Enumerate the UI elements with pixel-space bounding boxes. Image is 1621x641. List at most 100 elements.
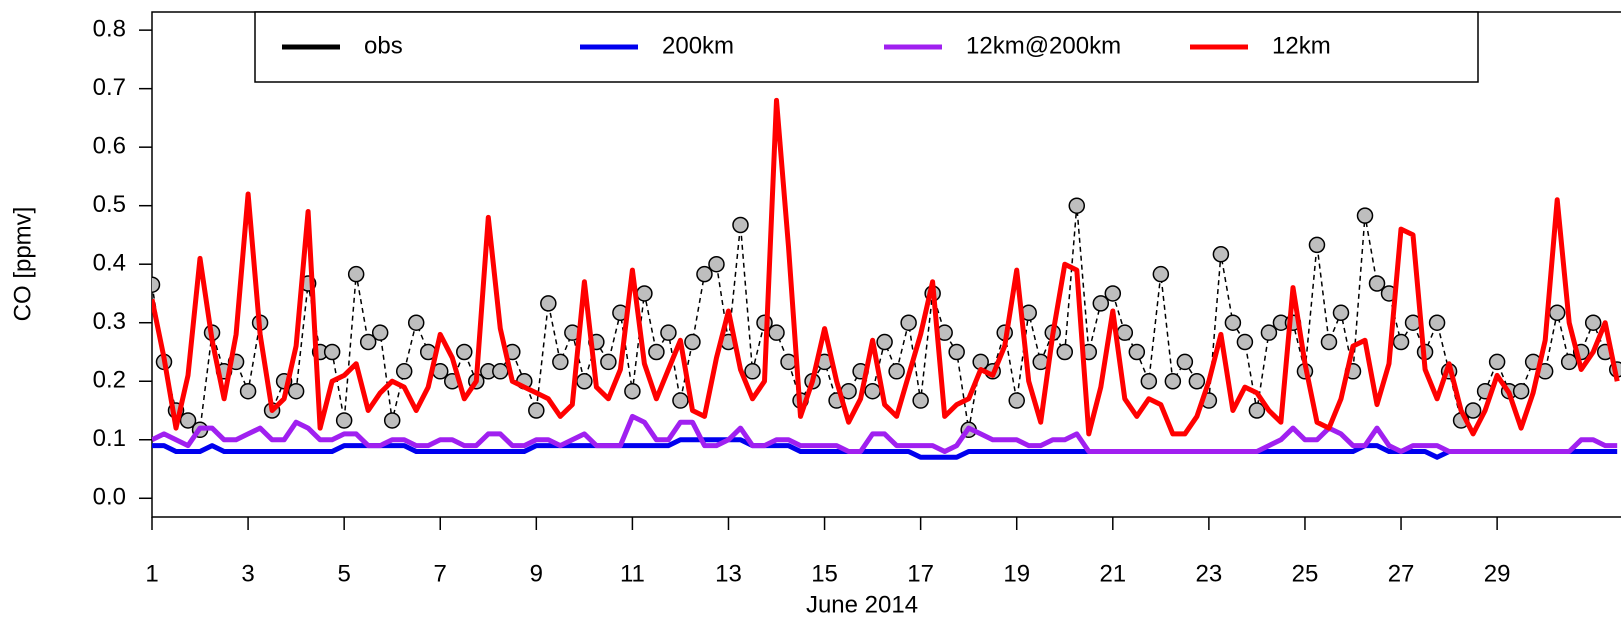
x-tick-label: 7	[434, 560, 447, 587]
obs-point	[1140, 372, 1158, 390]
obs-point	[552, 353, 569, 371]
y-tick-label: 0.2	[93, 367, 126, 394]
obs-point	[395, 363, 413, 380]
obs-point	[732, 216, 749, 234]
y-tick-label: 0.7	[93, 74, 126, 101]
plot-frame	[151, 11, 1621, 518]
obs-point	[1248, 402, 1266, 419]
obs-point	[1056, 343, 1074, 361]
obs-point	[600, 353, 617, 371]
obs-point	[456, 343, 473, 361]
legend-label: 12km	[1272, 32, 1331, 59]
series-line	[152, 413, 1618, 454]
x-tick-label: 23	[1196, 560, 1223, 587]
obs-point	[1428, 314, 1446, 331]
y-tick-label: 0.1	[93, 425, 126, 452]
obs-point	[1176, 353, 1194, 371]
obs-point	[383, 412, 401, 429]
obs-point	[1236, 333, 1254, 351]
x-tick-label: 3	[241, 560, 254, 587]
obs-point	[287, 382, 305, 400]
series-line	[152, 437, 1618, 460]
obs-point	[179, 412, 197, 429]
obs-point	[768, 324, 785, 341]
obs-point	[1488, 353, 1506, 371]
obs-point	[323, 343, 341, 361]
obs-point	[912, 392, 929, 409]
obs-point	[1104, 285, 1122, 302]
x-tick-label: 9	[530, 560, 543, 587]
obs-point	[1260, 324, 1278, 341]
y-tick-label: 0.6	[93, 133, 126, 160]
y-axis-title: CO [ppmv]	[9, 207, 36, 322]
obs-point	[672, 392, 689, 409]
obs-point	[1128, 343, 1146, 361]
obs-point	[359, 333, 377, 351]
y-tick-label: 0.5	[93, 191, 126, 218]
plot-area	[152, 97, 1621, 460]
x-tick-label: 27	[1388, 560, 1415, 587]
obs-point	[948, 343, 965, 361]
obs-point	[1068, 197, 1086, 214]
obs-point	[1512, 382, 1530, 400]
obs-point	[347, 265, 365, 283]
obs-point	[876, 333, 893, 351]
obs-point	[1212, 246, 1230, 263]
x-tick-label: 13	[715, 560, 742, 587]
obs-point	[1320, 333, 1338, 351]
obs-point	[1548, 304, 1566, 322]
obs-point	[1164, 372, 1182, 390]
x-tick-label: 21	[1099, 560, 1126, 587]
obs-point	[624, 382, 641, 400]
x-tick-label: 1	[145, 560, 158, 587]
x-axis-title: June 2014	[806, 591, 918, 618]
obs-point	[1116, 324, 1134, 341]
legend-label: 200km	[662, 32, 734, 59]
obs-point	[1392, 333, 1410, 351]
obs-point	[864, 382, 881, 400]
series-line	[152, 97, 1620, 437]
obs-point	[407, 314, 425, 331]
y-tick-label: 0.3	[93, 308, 126, 335]
y-tick-label: 0.8	[93, 15, 126, 42]
y-tick-label: 0.4	[93, 250, 126, 277]
obs-point	[684, 333, 701, 351]
obs-point	[239, 382, 257, 400]
obs-point	[696, 265, 713, 283]
obs-point	[576, 372, 593, 390]
y-tick-label: 0.0	[93, 484, 126, 511]
obs-point	[1308, 236, 1326, 254]
obs-point	[888, 363, 905, 380]
obs-point	[1356, 207, 1374, 224]
obs-point	[371, 324, 389, 341]
obs-point	[492, 363, 509, 380]
obs-point	[708, 255, 725, 273]
obs-point	[1224, 314, 1242, 331]
obs-point	[744, 363, 761, 380]
obs-point	[660, 324, 677, 341]
x-tick-label: 15	[811, 560, 838, 587]
legend-label: obs	[364, 32, 403, 59]
x-tick-label: 17	[907, 560, 934, 587]
obs-point	[636, 285, 653, 302]
x-tick-label: 29	[1484, 560, 1511, 587]
obs-point	[1332, 304, 1350, 322]
obs-point	[648, 343, 665, 361]
obs-point	[1008, 392, 1025, 409]
obs-point	[152, 276, 161, 293]
obs-point	[1368, 275, 1386, 292]
x-tick-label: 19	[1003, 560, 1030, 587]
x-tick-label: 11	[620, 560, 645, 587]
obs-point	[1188, 372, 1206, 390]
obs-point	[1152, 265, 1170, 283]
obs-point	[1464, 402, 1482, 419]
obs-point	[540, 295, 557, 312]
legend-label: 12km@200km	[966, 32, 1121, 59]
x-tick-label: 5	[337, 560, 350, 587]
legend-box	[254, 11, 1479, 83]
obs-point	[528, 402, 545, 419]
x-tick-label: 25	[1292, 560, 1319, 587]
obs-point	[1584, 314, 1602, 331]
obs-point	[900, 314, 917, 331]
